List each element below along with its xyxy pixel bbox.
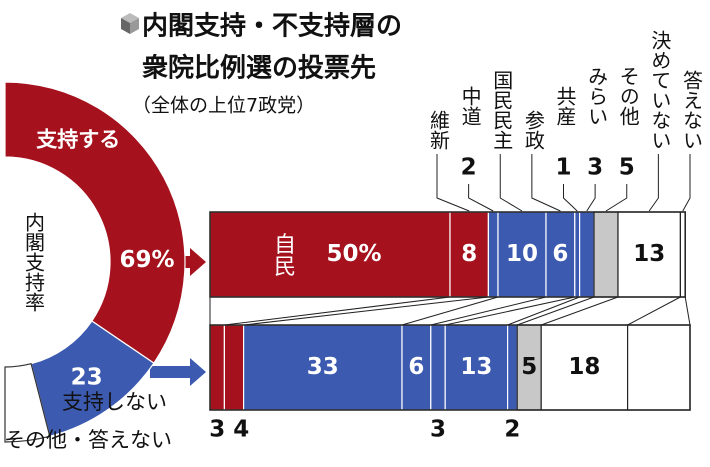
subtitle: （全体の上位7政党） [132, 95, 315, 117]
value-label: 6 [408, 354, 424, 380]
value-label: 18 [568, 354, 600, 380]
arrow [168, 248, 206, 276]
series-name: 国民民主 [490, 70, 514, 150]
donut-segment [4, 362, 51, 443]
bar-segment [487, 211, 499, 298]
bar-outline [209, 324, 691, 411]
title-line: 内閣支持・不支持層の [142, 12, 402, 42]
value-label: 8 [461, 241, 477, 267]
title-icon [121, 13, 139, 34]
donut-segment [4, 81, 186, 365]
leader-line [499, 154, 523, 212]
leader-line [531, 154, 561, 212]
bar-segment [209, 324, 225, 411]
connector [507, 296, 580, 326]
leader-line [682, 154, 691, 212]
value-label: 23 [71, 365, 103, 391]
value-label: 3 [209, 417, 225, 443]
value-label: 5 [619, 155, 635, 181]
bar-segment [574, 211, 581, 298]
series-name: 自民 [270, 233, 295, 277]
bar-segment [430, 324, 446, 411]
value-label: 33 [307, 354, 339, 380]
leader-line [586, 184, 596, 212]
connector [401, 296, 499, 326]
value-label: 13 [460, 354, 492, 380]
connector [684, 296, 691, 326]
value-label: 10 [506, 241, 538, 267]
value-label: 3 [430, 417, 446, 443]
value-label: 6 [552, 241, 568, 267]
value-label: 50% [326, 241, 381, 267]
title-line: 衆院比例選の投票先 [142, 53, 376, 84]
value-label: 2 [461, 155, 477, 181]
segment-name: 支持する [36, 127, 120, 151]
value-label: 69% [119, 247, 174, 273]
series-name: 共産 [553, 86, 577, 126]
connector [430, 296, 547, 326]
connector [627, 296, 681, 326]
connector [517, 296, 595, 326]
leader-line [468, 184, 494, 212]
leader-line [648, 154, 659, 212]
value-label: 4 [233, 417, 249, 443]
series-name: 参政 [521, 110, 545, 150]
connector [445, 296, 575, 326]
bar-segment [444, 324, 509, 411]
series-name: 中道 [458, 86, 482, 126]
bar-segment [540, 324, 629, 411]
bar-segment [223, 324, 245, 411]
arrow [150, 358, 206, 386]
bar-segment [243, 324, 403, 411]
value-label: 1 [555, 155, 571, 181]
leader-line [563, 184, 578, 212]
segment-name: その他・答えない [4, 428, 172, 452]
leader-line [436, 154, 470, 212]
value-label: 3 [587, 155, 603, 181]
series-name: 決めていない [648, 30, 672, 150]
connector [224, 296, 451, 326]
connector [243, 296, 489, 326]
series-name: 維新 [427, 110, 451, 150]
center-label: 内閣支持率 [22, 212, 46, 312]
bar-segment [507, 324, 518, 411]
series-name: 答えない [680, 70, 704, 150]
bar-segment [593, 211, 619, 298]
series-name: みらい [585, 66, 609, 126]
bar-segment [578, 211, 595, 298]
bar-segment [209, 211, 451, 298]
series-name: その他 [616, 66, 640, 126]
connector [541, 296, 619, 326]
value-label: 13 [633, 241, 665, 267]
value-label: 5 [521, 354, 537, 380]
leader-line [605, 184, 628, 212]
value-label: 2 [504, 417, 520, 443]
bar-segment [626, 324, 691, 411]
segment-name: 支持しない [62, 390, 167, 414]
